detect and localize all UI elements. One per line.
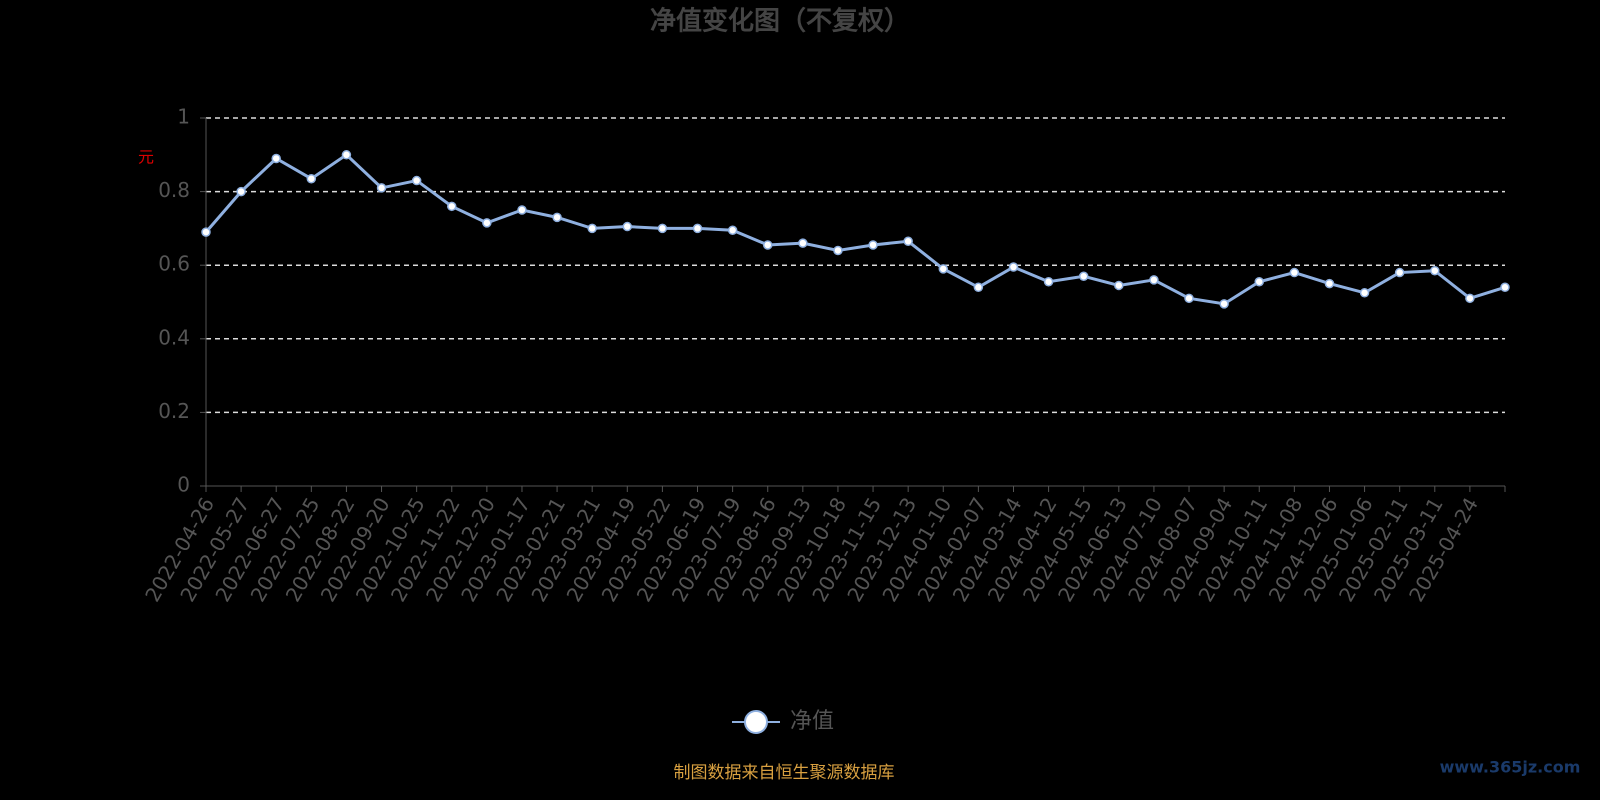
legend-marker bbox=[744, 710, 768, 734]
point bbox=[447, 201, 457, 212]
point bbox=[552, 212, 562, 223]
point bbox=[938, 264, 949, 274]
point bbox=[1500, 282, 1510, 293]
point bbox=[1043, 277, 1054, 287]
point bbox=[1219, 299, 1229, 309]
legend-label: 净值 bbox=[790, 709, 834, 734]
point bbox=[727, 225, 738, 235]
footer: 制图数据来自恒生聚源数据库 bbox=[674, 763, 895, 783]
point bbox=[271, 153, 281, 164]
point bbox=[1394, 267, 1405, 278]
point bbox=[1465, 293, 1475, 304]
point bbox=[1184, 293, 1194, 304]
point bbox=[587, 223, 597, 234]
point bbox=[762, 240, 773, 250]
point bbox=[903, 236, 913, 247]
point bbox=[517, 205, 527, 215]
watermark: www.365jz.com bbox=[1440, 758, 1581, 777]
point bbox=[622, 221, 633, 232]
point bbox=[201, 227, 211, 237]
y-tick-label: 0.2 bbox=[158, 399, 190, 423]
point bbox=[692, 223, 703, 234]
point bbox=[482, 218, 492, 228]
point bbox=[798, 238, 808, 248]
point bbox=[1430, 265, 1440, 276]
point bbox=[376, 183, 387, 193]
point bbox=[868, 240, 878, 250]
point bbox=[1149, 275, 1159, 285]
point bbox=[341, 150, 352, 160]
point bbox=[1359, 288, 1370, 298]
point bbox=[1324, 278, 1335, 289]
point bbox=[1254, 277, 1264, 287]
point bbox=[411, 175, 422, 186]
point bbox=[1008, 262, 1019, 272]
point bbox=[973, 282, 984, 293]
y-tick-label: 0.4 bbox=[158, 325, 190, 349]
point bbox=[1078, 271, 1089, 281]
point bbox=[833, 245, 843, 256]
y-tick-label: 1 bbox=[177, 105, 190, 129]
point bbox=[1289, 267, 1300, 278]
y-tick-label: 0.8 bbox=[158, 178, 190, 202]
y-tick-label: 0.6 bbox=[158, 252, 190, 276]
point bbox=[306, 173, 317, 184]
y-axis-label: 元 bbox=[138, 148, 154, 167]
point bbox=[657, 223, 668, 234]
chart-title: 净值变化图（不复权） bbox=[650, 6, 910, 37]
point bbox=[236, 186, 246, 197]
series-line bbox=[204, 152, 1506, 306]
point bbox=[1114, 280, 1124, 291]
y-tick-label: 0 bbox=[177, 473, 190, 497]
